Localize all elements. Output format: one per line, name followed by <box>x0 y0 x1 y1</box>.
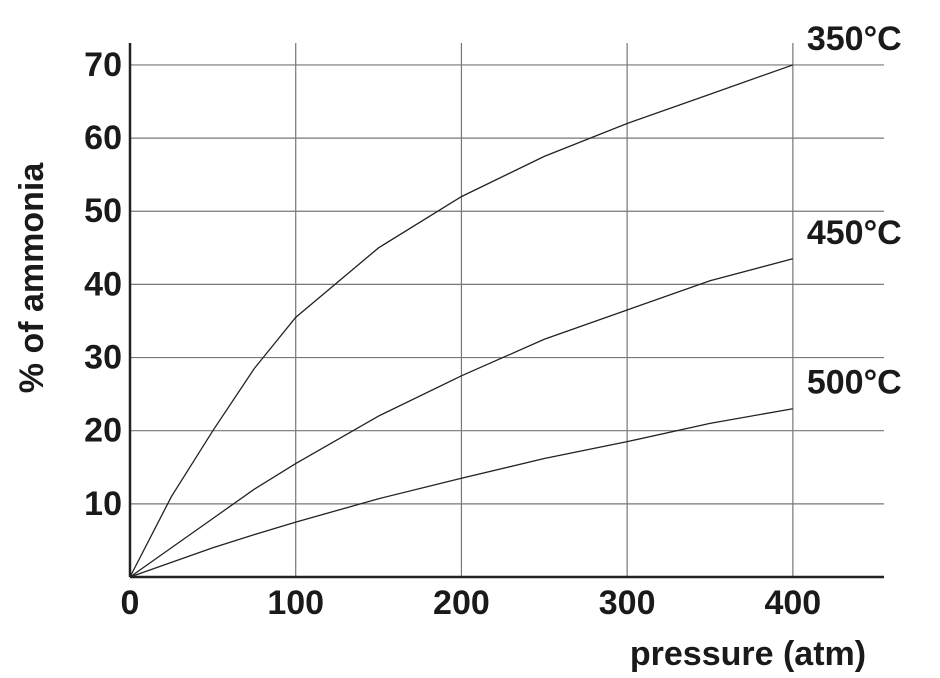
y-tick-label: 20 <box>84 412 122 450</box>
series-label: 450°C <box>807 214 902 252</box>
y-tick-label: 70 <box>84 46 122 84</box>
y-tick-label: 60 <box>84 119 122 157</box>
x-tick-label: 200 <box>433 584 490 622</box>
x-tick-label: 100 <box>267 584 324 622</box>
y-axis-label: % of ammonia <box>13 162 51 394</box>
x-tick-label: 300 <box>599 584 656 622</box>
x-tick-label: 0 <box>121 584 140 622</box>
y-tick-label: 30 <box>84 339 122 377</box>
x-tick-label: 400 <box>764 584 821 622</box>
y-tick-label: 50 <box>84 192 122 230</box>
y-tick-label: 10 <box>84 485 122 523</box>
x-axis-label: pressure (atm) <box>630 635 866 673</box>
series-label: 500°C <box>807 364 902 402</box>
chart: pressure (atm) % of ammonia 10 20 30 40 50 60… <box>0 0 940 678</box>
y-tick-label: 40 <box>84 265 122 303</box>
series-label: 350°C <box>807 20 902 58</box>
